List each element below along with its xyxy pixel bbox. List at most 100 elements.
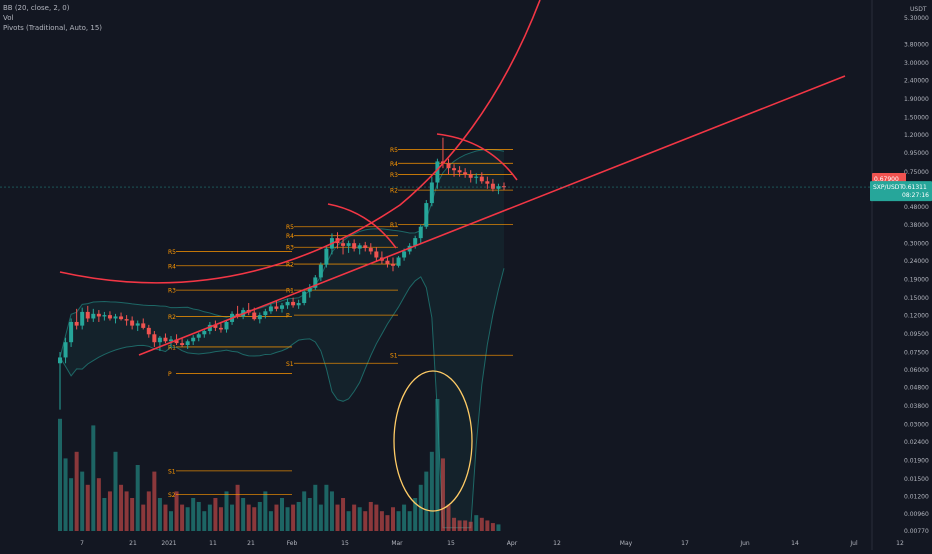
legend-vol[interactable]: Vol <box>3 14 14 22</box>
candle-body <box>396 257 401 266</box>
candle-body <box>429 182 434 204</box>
price-tick-label: 1.50000 <box>904 114 929 121</box>
candle-body <box>69 321 74 343</box>
candle-body <box>96 313 101 317</box>
volume-bar <box>141 504 146 531</box>
time-tick-label: 15 <box>341 540 349 547</box>
price-tick-label: 3.00000 <box>904 60 929 67</box>
candle-body <box>474 176 479 178</box>
prev-price-text: 0.67900 <box>874 176 899 183</box>
volume-bar <box>235 484 240 531</box>
legend-bb[interactable]: BB (20, close, 2, 0) <box>3 4 70 12</box>
candle-body <box>224 321 229 330</box>
volume-bar <box>207 504 212 531</box>
price-tick-label: 0.06000 <box>904 367 929 374</box>
candle-body <box>185 341 190 346</box>
time-tick-label: 12 <box>553 540 561 547</box>
last-price-countdown: 08:27:16 <box>902 192 929 199</box>
time-tick-label: 7 <box>80 540 84 547</box>
volume-bar <box>352 504 357 531</box>
candle-body <box>391 264 395 266</box>
time-tick-label: 12 <box>896 540 904 547</box>
price-tick-label: 0.01900 <box>904 457 929 464</box>
candle-body <box>80 311 85 326</box>
candle-body <box>446 163 451 169</box>
volume-bar <box>474 515 479 531</box>
volume-bar <box>102 498 107 531</box>
candle-body <box>63 342 68 358</box>
volume-bar <box>435 399 440 531</box>
candle-body <box>252 312 257 320</box>
candle-body <box>257 315 262 320</box>
volume-bar <box>130 498 135 531</box>
pivot-label: P <box>168 371 172 378</box>
pivot-label: S2 <box>168 492 176 499</box>
volume-bar <box>196 501 201 531</box>
volume-bar <box>374 504 379 531</box>
volume-bar <box>280 498 284 531</box>
volume-bar <box>413 498 418 531</box>
volume-highlight-ellipse <box>393 370 473 512</box>
volume-bar <box>363 511 368 531</box>
candle-body <box>107 315 112 319</box>
volume-bar <box>230 504 235 531</box>
candle-body <box>296 303 301 306</box>
price-tick-label: 0.01200 <box>904 493 929 500</box>
candle-body <box>119 316 124 320</box>
volume-bar <box>80 471 85 531</box>
drawings[interactable] <box>0 0 870 512</box>
price-tick-label: 0.38000 <box>904 222 929 229</box>
volume-bar <box>368 501 373 531</box>
indicator-legend[interactable]: BB (20, close, 2, 0) Vol Pivots (Traditi… <box>3 3 102 33</box>
pivot-levels: R5 R4 R3 R2 R1 P S1 S2 R5 R4 R3 R2 R1 P S1 R5 R4 R3 R2 R1 S1 <box>168 147 513 499</box>
candle-body <box>385 260 390 265</box>
candle-body <box>424 203 429 227</box>
volume-bar <box>379 511 384 531</box>
candle-body <box>263 311 268 316</box>
candle-body <box>91 313 96 319</box>
volume-bar <box>85 484 90 531</box>
candle-body <box>352 243 357 249</box>
price-tick-label: 0.07500 <box>904 350 929 357</box>
pivot-label: R4 <box>390 161 398 168</box>
volume-bar <box>241 498 246 531</box>
pivot-label: R5 <box>286 224 294 231</box>
volume-bar <box>157 498 162 531</box>
candle-body <box>174 339 179 344</box>
volume-bar <box>335 504 340 531</box>
volume-bar <box>152 471 157 531</box>
candle-body <box>318 264 323 278</box>
candle-body <box>74 321 79 326</box>
bb-lower <box>59 268 505 529</box>
candle-body <box>152 334 157 343</box>
candle-body <box>280 305 284 309</box>
price-tick-label: 0.24000 <box>904 258 929 265</box>
legend-pivots[interactable]: Pivots (Traditional, Auto, 15) <box>3 24 103 32</box>
price-tick-label: 0.03000 <box>904 421 929 428</box>
volume-bar <box>218 507 223 531</box>
volume-bar <box>135 465 140 531</box>
candle-body <box>141 323 146 328</box>
volume-bar <box>385 515 390 531</box>
price-axis[interactable]: 5.30000 3.80000 3.00000 2.40000 1.90000 1.500… <box>870 0 932 550</box>
pivot-label: R3 <box>168 288 176 295</box>
candle-body <box>146 327 151 335</box>
time-axis[interactable]: 7 21 2021 11 21 Feb 15 Mar 15 Apr 12 May 17 Jun 14 Jul 1… <box>80 540 904 547</box>
price-tick-label: 0.01500 <box>904 476 929 483</box>
volume-bar <box>107 491 112 531</box>
volume-bar <box>446 504 451 531</box>
time-tick-label: 11 <box>209 540 217 547</box>
price-tick-label: 0.00770 <box>904 528 929 535</box>
volume-bar <box>74 451 79 531</box>
candle-body <box>213 324 218 328</box>
price-tick-label: 0.09500 <box>904 331 929 338</box>
time-tick-label: 14 <box>791 540 799 547</box>
candle-body <box>285 301 290 306</box>
candle-body <box>302 291 307 304</box>
volume-bar <box>396 511 401 531</box>
candle-body <box>457 170 462 173</box>
candle-body <box>307 287 312 292</box>
